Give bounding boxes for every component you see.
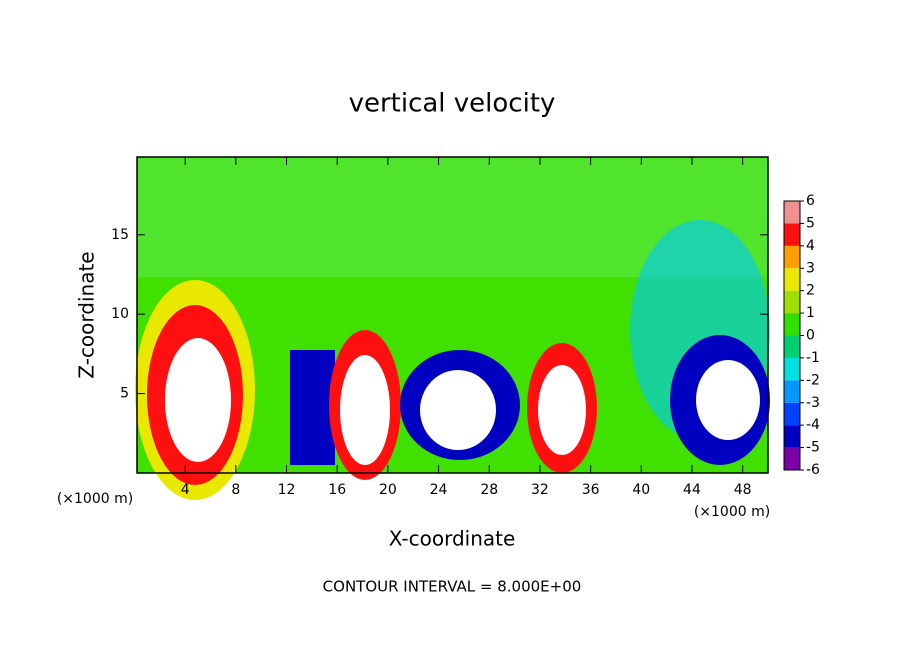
colorbar-label: 4 — [806, 238, 815, 254]
colorbar-band — [784, 425, 800, 448]
x-tick-label: 32 — [531, 482, 549, 498]
chart-title: vertical velocity — [349, 89, 556, 119]
footnote: CONTOUR INTERVAL = 8.000E+00 — [323, 578, 582, 596]
colorbar-label: -5 — [806, 440, 820, 456]
colorbar-label: -2 — [806, 372, 820, 388]
x-tick-label: 48 — [734, 482, 752, 498]
plot-frame — [136, 156, 769, 474]
field-blob — [340, 355, 390, 465]
y-tick-label: 5 — [120, 386, 129, 402]
x-tick-label: 40 — [632, 482, 650, 498]
colorbar-band — [784, 201, 800, 224]
colorbar-band — [784, 447, 800, 470]
colorbar-band — [784, 313, 800, 336]
x-tick-label: 36 — [582, 482, 600, 498]
colorbar-label: 3 — [806, 260, 815, 276]
x-tick-label: 20 — [379, 482, 397, 498]
field-blob — [538, 365, 586, 455]
x-tick-label: 16 — [328, 482, 346, 498]
colorbar-label: 1 — [806, 305, 815, 321]
colorbar-label: -4 — [806, 417, 820, 433]
x-tick-label: 4 — [181, 482, 190, 498]
colorbar-band — [784, 268, 800, 291]
colorbar-band — [784, 357, 800, 381]
colorbar-label: -6 — [806, 462, 820, 478]
y-tick-label: 15 — [111, 227, 129, 243]
x-tick-label: 44 — [683, 482, 701, 498]
colorbar-band — [784, 380, 800, 403]
y-axis-label: Z-coordinate — [75, 251, 99, 378]
x-tick-label: 8 — [231, 482, 240, 498]
colorbar-label: -1 — [806, 350, 820, 366]
colorbar-band — [784, 402, 800, 426]
colorbar-label: 6 — [806, 193, 815, 209]
x-tick-label: 24 — [430, 482, 448, 498]
x-tick-label: 12 — [278, 482, 296, 498]
colorbar-band — [784, 245, 800, 269]
colorbar-label: -3 — [806, 395, 820, 411]
colorbar-label: 2 — [806, 283, 815, 299]
field-blob — [420, 370, 496, 450]
field-blob — [165, 338, 231, 462]
y-unit: (×1000 m) — [694, 504, 770, 520]
field-blob — [696, 360, 760, 440]
x-axis-label: X-coordinate — [389, 527, 516, 551]
field — [135, 157, 770, 500]
colorbar-label: 0 — [806, 328, 815, 344]
colorbar-band — [784, 290, 800, 314]
y-tick-label: 10 — [111, 306, 129, 322]
colorbar-band — [784, 223, 800, 246]
x-tick-label: 28 — [480, 482, 498, 498]
colorbar-label: 5 — [806, 215, 815, 231]
colorbar-band — [784, 335, 800, 358]
field-blob — [290, 350, 335, 465]
x-unit: (×1000 m) — [57, 491, 133, 507]
